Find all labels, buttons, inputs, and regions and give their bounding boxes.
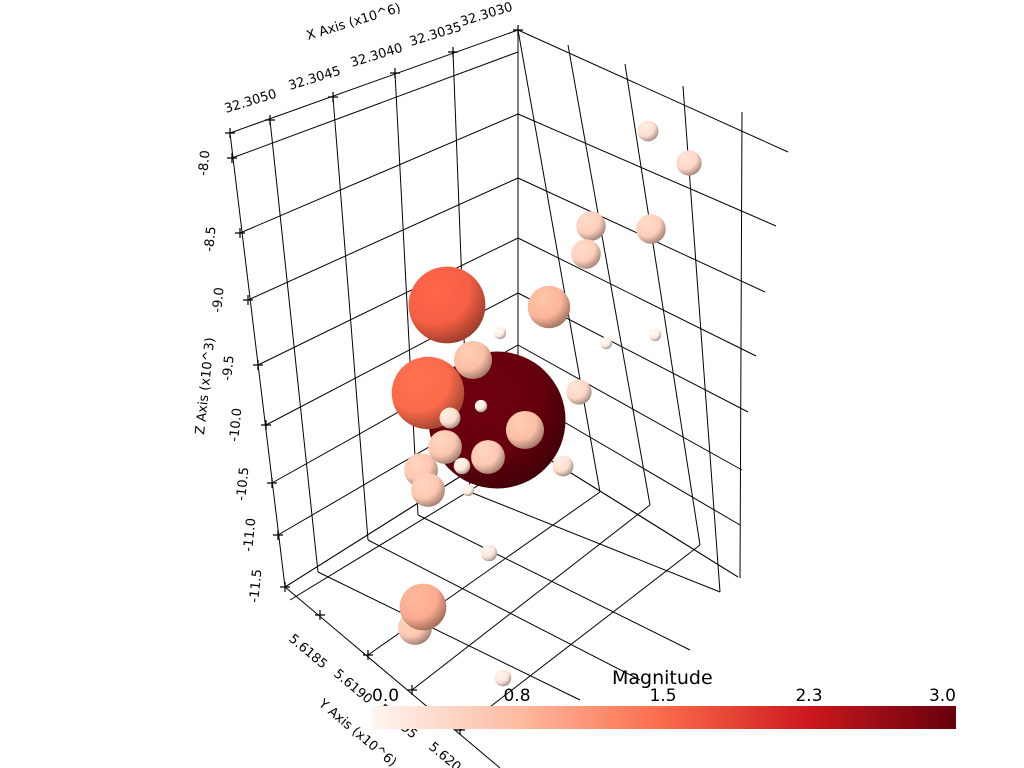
scatter-point — [408, 266, 486, 344]
scatter-point — [636, 214, 666, 244]
scatter-point — [474, 399, 488, 413]
scatter-point — [453, 340, 493, 380]
x-tick-label: 32.3045 — [287, 64, 343, 94]
scatter-point — [599, 336, 613, 350]
colorbar-tick-labels: 0.0 0.8 1.5 2.3 3.0 — [372, 686, 956, 706]
scatter-point — [493, 326, 507, 340]
scatter-point — [571, 239, 601, 269]
scatter-point — [505, 410, 545, 450]
scatter-point — [648, 328, 662, 342]
colorbar-tick-label: 0.0 — [372, 686, 399, 706]
scatter-point — [439, 407, 461, 429]
x-axis-title: X Axis (x10^6) — [305, 1, 403, 44]
scatter-point — [428, 430, 462, 464]
colorbar-tick-label: 0.8 — [503, 686, 530, 706]
scatter-point — [411, 473, 445, 507]
scatter-point — [576, 211, 606, 241]
scatter-point — [552, 455, 574, 477]
z-tick-label: -11.5 — [247, 568, 265, 603]
z-tick-label: -10.5 — [234, 466, 252, 501]
scatter-point — [471, 440, 505, 474]
x-tick-label: 32.3030 — [459, 0, 515, 30]
scatter-point — [494, 669, 512, 687]
x-tick-label: 32.3040 — [349, 41, 405, 71]
colorbar-gradient — [372, 706, 956, 729]
scatter-point — [637, 120, 659, 142]
z-tick-label: -11.0 — [241, 517, 259, 552]
x-tick-label: 32.3035 — [408, 20, 464, 50]
y-tick-label: 5.6190 — [330, 667, 374, 708]
z-tick-label: -9.5 — [220, 355, 238, 382]
y-tick-label: 5.620 — [425, 740, 463, 768]
scatter-point — [453, 457, 471, 475]
scatter-point — [461, 483, 475, 497]
z-axis-tick-labels: -8.0 -8.5 -9.0 -9.5 -10.0 -10.5 -11.0 -11.5 — [196, 150, 265, 604]
scatter-point — [676, 150, 702, 176]
scatter-point — [480, 544, 498, 562]
colorbar-title: Magnitude — [612, 667, 713, 689]
scatter-points — [391, 120, 702, 687]
colorbar-tick-label: 2.3 — [795, 686, 822, 706]
y-tick-label: 5.6185 — [285, 632, 329, 673]
z-tick-label: -8.0 — [196, 150, 214, 177]
colorbar: Magnitude 0.0 0.8 1.5 2.3 3.0 — [372, 667, 956, 729]
tick-marks — [225, 25, 523, 735]
colorbar-tick-label: 1.5 — [649, 686, 676, 706]
z-axis-title: Z Axis (x10^3) — [193, 337, 218, 436]
scatter-point — [566, 379, 592, 405]
z-tick-label: -9.0 — [210, 287, 228, 314]
x-tick-label: 32.3050 — [223, 87, 279, 117]
scatter-point — [399, 583, 447, 631]
z-tick-label: -8.5 — [202, 226, 220, 253]
colorbar-tick-label: 3.0 — [929, 686, 956, 706]
z-tick-label: -10.0 — [227, 407, 245, 442]
scatter-point — [527, 285, 571, 329]
